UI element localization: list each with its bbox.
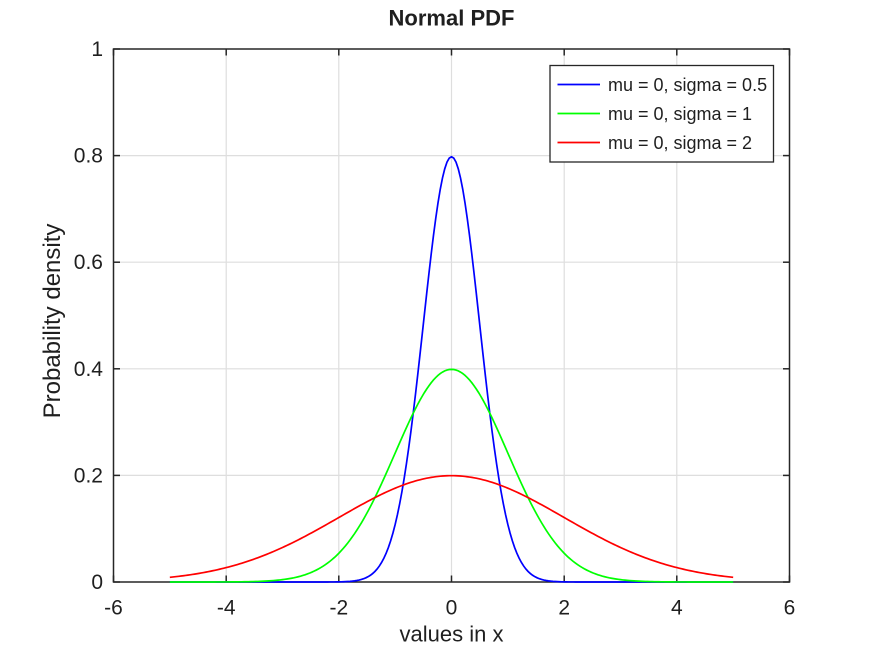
svg-text:values in x: values in x: [400, 622, 504, 647]
svg-text:2: 2: [558, 597, 570, 620]
svg-text:0.8: 0.8: [74, 145, 103, 168]
svg-text:4: 4: [671, 597, 683, 620]
svg-text:mu = 0, sigma = 2: mu = 0, sigma = 2: [608, 133, 752, 153]
svg-text:0: 0: [446, 597, 458, 620]
svg-text:mu = 0, sigma = 0.5: mu = 0, sigma = 0.5: [608, 75, 767, 95]
svg-text:0.4: 0.4: [74, 358, 104, 381]
svg-text:6: 6: [784, 597, 796, 620]
svg-text:0.6: 0.6: [74, 251, 103, 274]
svg-text:1: 1: [91, 38, 103, 61]
svg-text:Normal PDF: Normal PDF: [389, 6, 515, 31]
svg-text:0.2: 0.2: [74, 464, 103, 487]
svg-text:Probability density: Probability density: [39, 224, 66, 419]
svg-text:-2: -2: [329, 597, 348, 620]
svg-text:-4: -4: [217, 597, 236, 620]
svg-text:mu = 0, sigma = 1: mu = 0, sigma = 1: [608, 104, 752, 124]
svg-text:-6: -6: [104, 597, 123, 620]
svg-text:0: 0: [91, 571, 103, 594]
